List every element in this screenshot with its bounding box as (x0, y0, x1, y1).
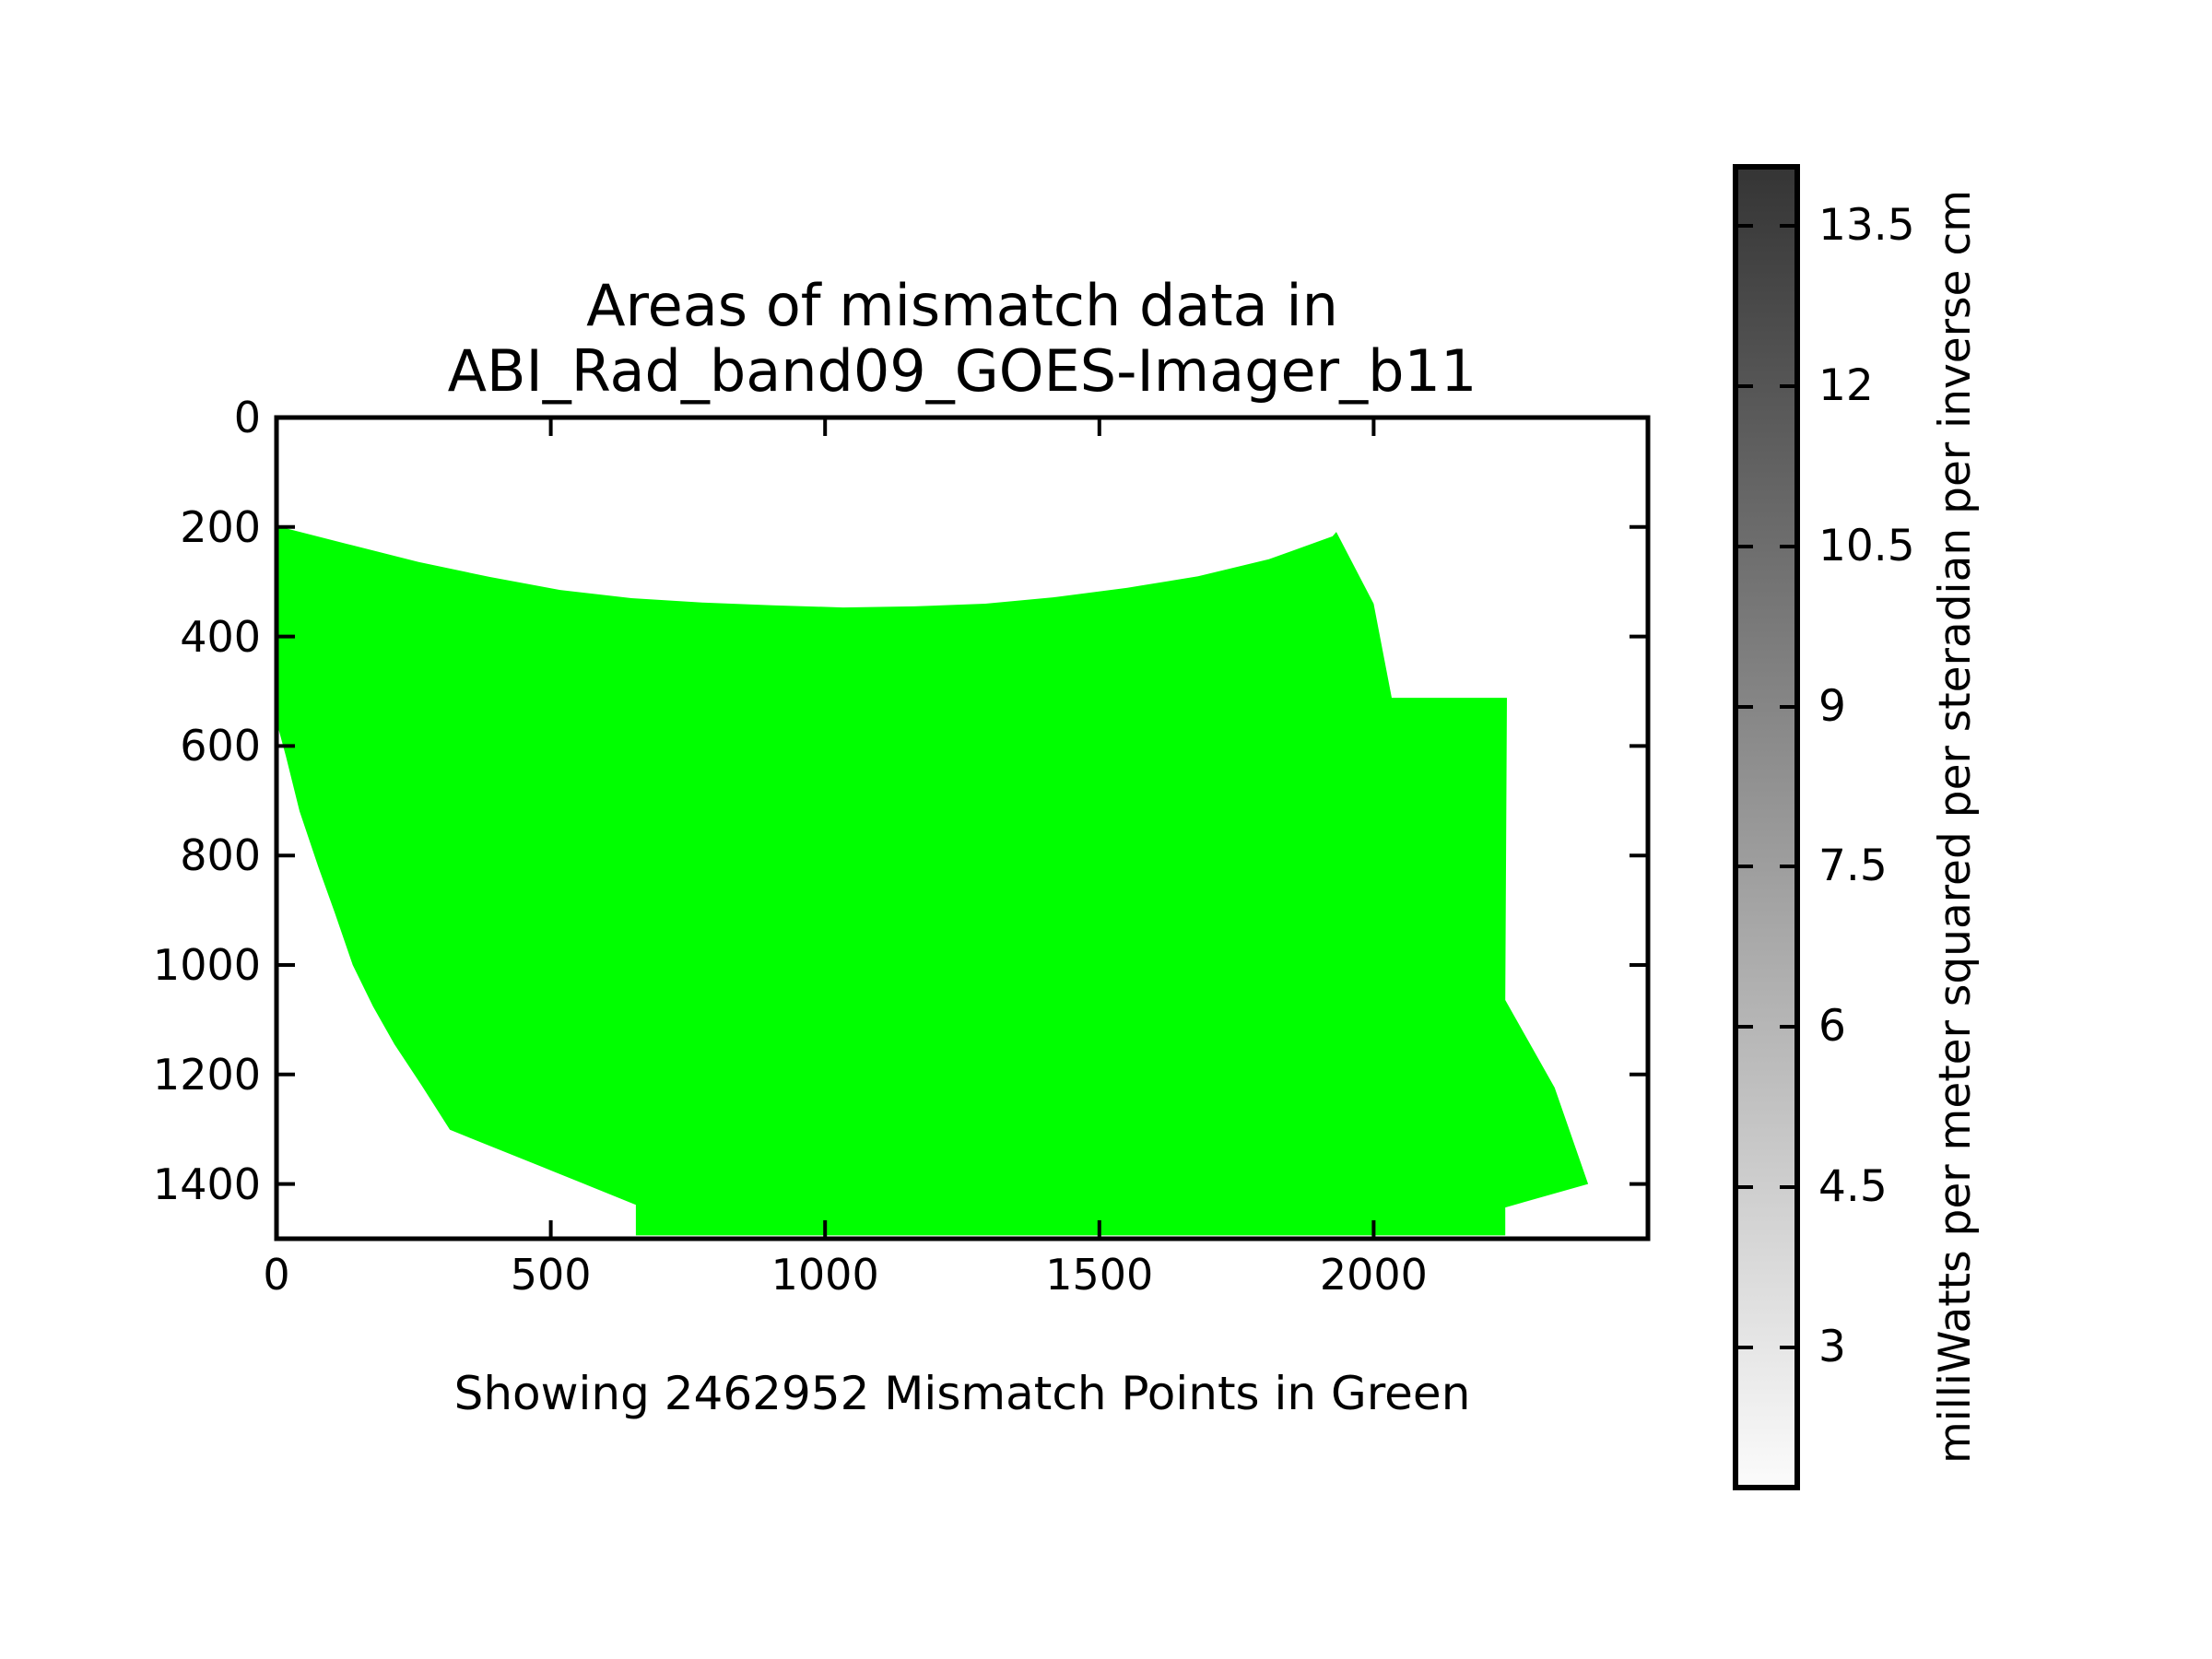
x-tick-label: 0 (263, 1250, 290, 1300)
chart-title-line2: ABI_Rad_band09_GOES-Imager_b11 (447, 337, 1477, 405)
y-tick-label: 1400 (152, 1159, 261, 1209)
chart-caption: Showing 2462952 Mismatch Points in Green (453, 1367, 1471, 1420)
colorbar-tick-label: 7.5 (1818, 841, 1888, 892)
colorbar-tick (1780, 1184, 1794, 1189)
colorbar-tick-label: 10.5 (1818, 520, 1915, 571)
colorbar-tick-label: 6 (1818, 1001, 1846, 1053)
colorbar-label: milliWatts per meter squared per steradi… (1930, 189, 1981, 1465)
colorbar-tick (1738, 383, 1753, 388)
chart-title-line1: Areas of mismatch data in (586, 272, 1338, 339)
colorbar-tick (1738, 1345, 1753, 1349)
x-tick-label: 500 (510, 1250, 592, 1300)
colorbar-tick-label: 3 (1818, 1321, 1846, 1372)
colorbar-tick (1738, 544, 1753, 548)
y-tick-label: 1000 (152, 940, 261, 990)
colorbar-tick (1780, 383, 1794, 388)
y-tick-label: 400 (180, 611, 261, 662)
colorbar-tick (1738, 1025, 1753, 1030)
colorbar-tick-label: 12 (1818, 359, 1874, 411)
x-tick-label: 1500 (1045, 1250, 1154, 1300)
y-tick-label: 800 (180, 830, 261, 881)
colorbar-tick (1738, 704, 1753, 709)
colorbar-tick-label: 13.5 (1818, 200, 1915, 252)
colorbar-tick-label: 4.5 (1818, 1160, 1888, 1212)
colorbar-tick (1738, 865, 1753, 869)
colorbar-tick (1738, 224, 1753, 229)
colorbar-tick (1780, 224, 1794, 229)
colorbar-tick (1738, 1184, 1753, 1189)
plot-box (274, 415, 1651, 1241)
y-tick-label: 1200 (152, 1049, 261, 1100)
colorbar-tick (1780, 704, 1794, 709)
y-tick-label: 600 (180, 721, 261, 771)
colorbar-tick (1780, 1025, 1794, 1030)
x-tick-label: 1000 (771, 1250, 879, 1300)
y-tick-label: 0 (233, 393, 261, 442)
chart-title: Areas of mismatch data in ABI_Rad_band09… (317, 273, 1607, 404)
colorbar-tick (1780, 1345, 1794, 1349)
mismatch-region (276, 525, 1589, 1236)
colorbar-tick-label: 9 (1818, 680, 1846, 732)
colorbar (1733, 164, 1800, 1490)
x-tick-label: 2000 (1319, 1250, 1428, 1300)
colorbar-tick (1780, 544, 1794, 548)
colorbar-tick (1780, 865, 1794, 869)
y-tick-label: 200 (180, 501, 261, 552)
